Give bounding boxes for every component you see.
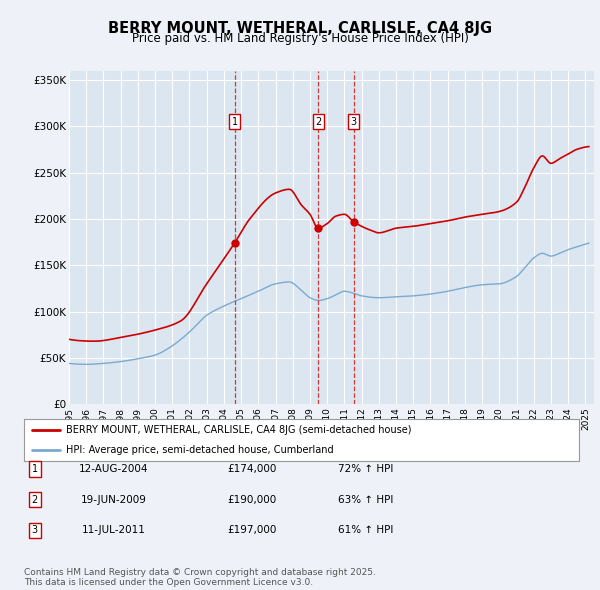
Text: 72% ↑ HPI: 72% ↑ HPI xyxy=(338,464,394,474)
Text: 63% ↑ HPI: 63% ↑ HPI xyxy=(338,495,394,504)
Text: BERRY MOUNT, WETHERAL, CARLISLE, CA4 8JG (semi-detached house): BERRY MOUNT, WETHERAL, CARLISLE, CA4 8JG… xyxy=(65,425,411,435)
Text: 12-AUG-2004: 12-AUG-2004 xyxy=(79,464,149,474)
Text: £174,000: £174,000 xyxy=(227,464,277,474)
Text: 2: 2 xyxy=(315,117,321,127)
Text: 1: 1 xyxy=(32,464,38,474)
Text: 3: 3 xyxy=(32,526,38,535)
Text: Price paid vs. HM Land Registry's House Price Index (HPI): Price paid vs. HM Land Registry's House … xyxy=(131,32,469,45)
Text: 11-JUL-2011: 11-JUL-2011 xyxy=(82,526,146,535)
Text: 3: 3 xyxy=(350,117,356,127)
Text: Contains HM Land Registry data © Crown copyright and database right 2025.
This d: Contains HM Land Registry data © Crown c… xyxy=(24,568,376,587)
Text: HPI: Average price, semi-detached house, Cumberland: HPI: Average price, semi-detached house,… xyxy=(65,445,333,455)
Text: 1: 1 xyxy=(232,117,238,127)
Text: BERRY MOUNT, WETHERAL, CARLISLE, CA4 8JG: BERRY MOUNT, WETHERAL, CARLISLE, CA4 8JG xyxy=(108,21,492,35)
Text: 2: 2 xyxy=(32,495,38,504)
Text: £197,000: £197,000 xyxy=(227,526,277,535)
Text: 19-JUN-2009: 19-JUN-2009 xyxy=(81,495,147,504)
Text: 61% ↑ HPI: 61% ↑ HPI xyxy=(338,526,394,535)
Text: £190,000: £190,000 xyxy=(227,495,277,504)
